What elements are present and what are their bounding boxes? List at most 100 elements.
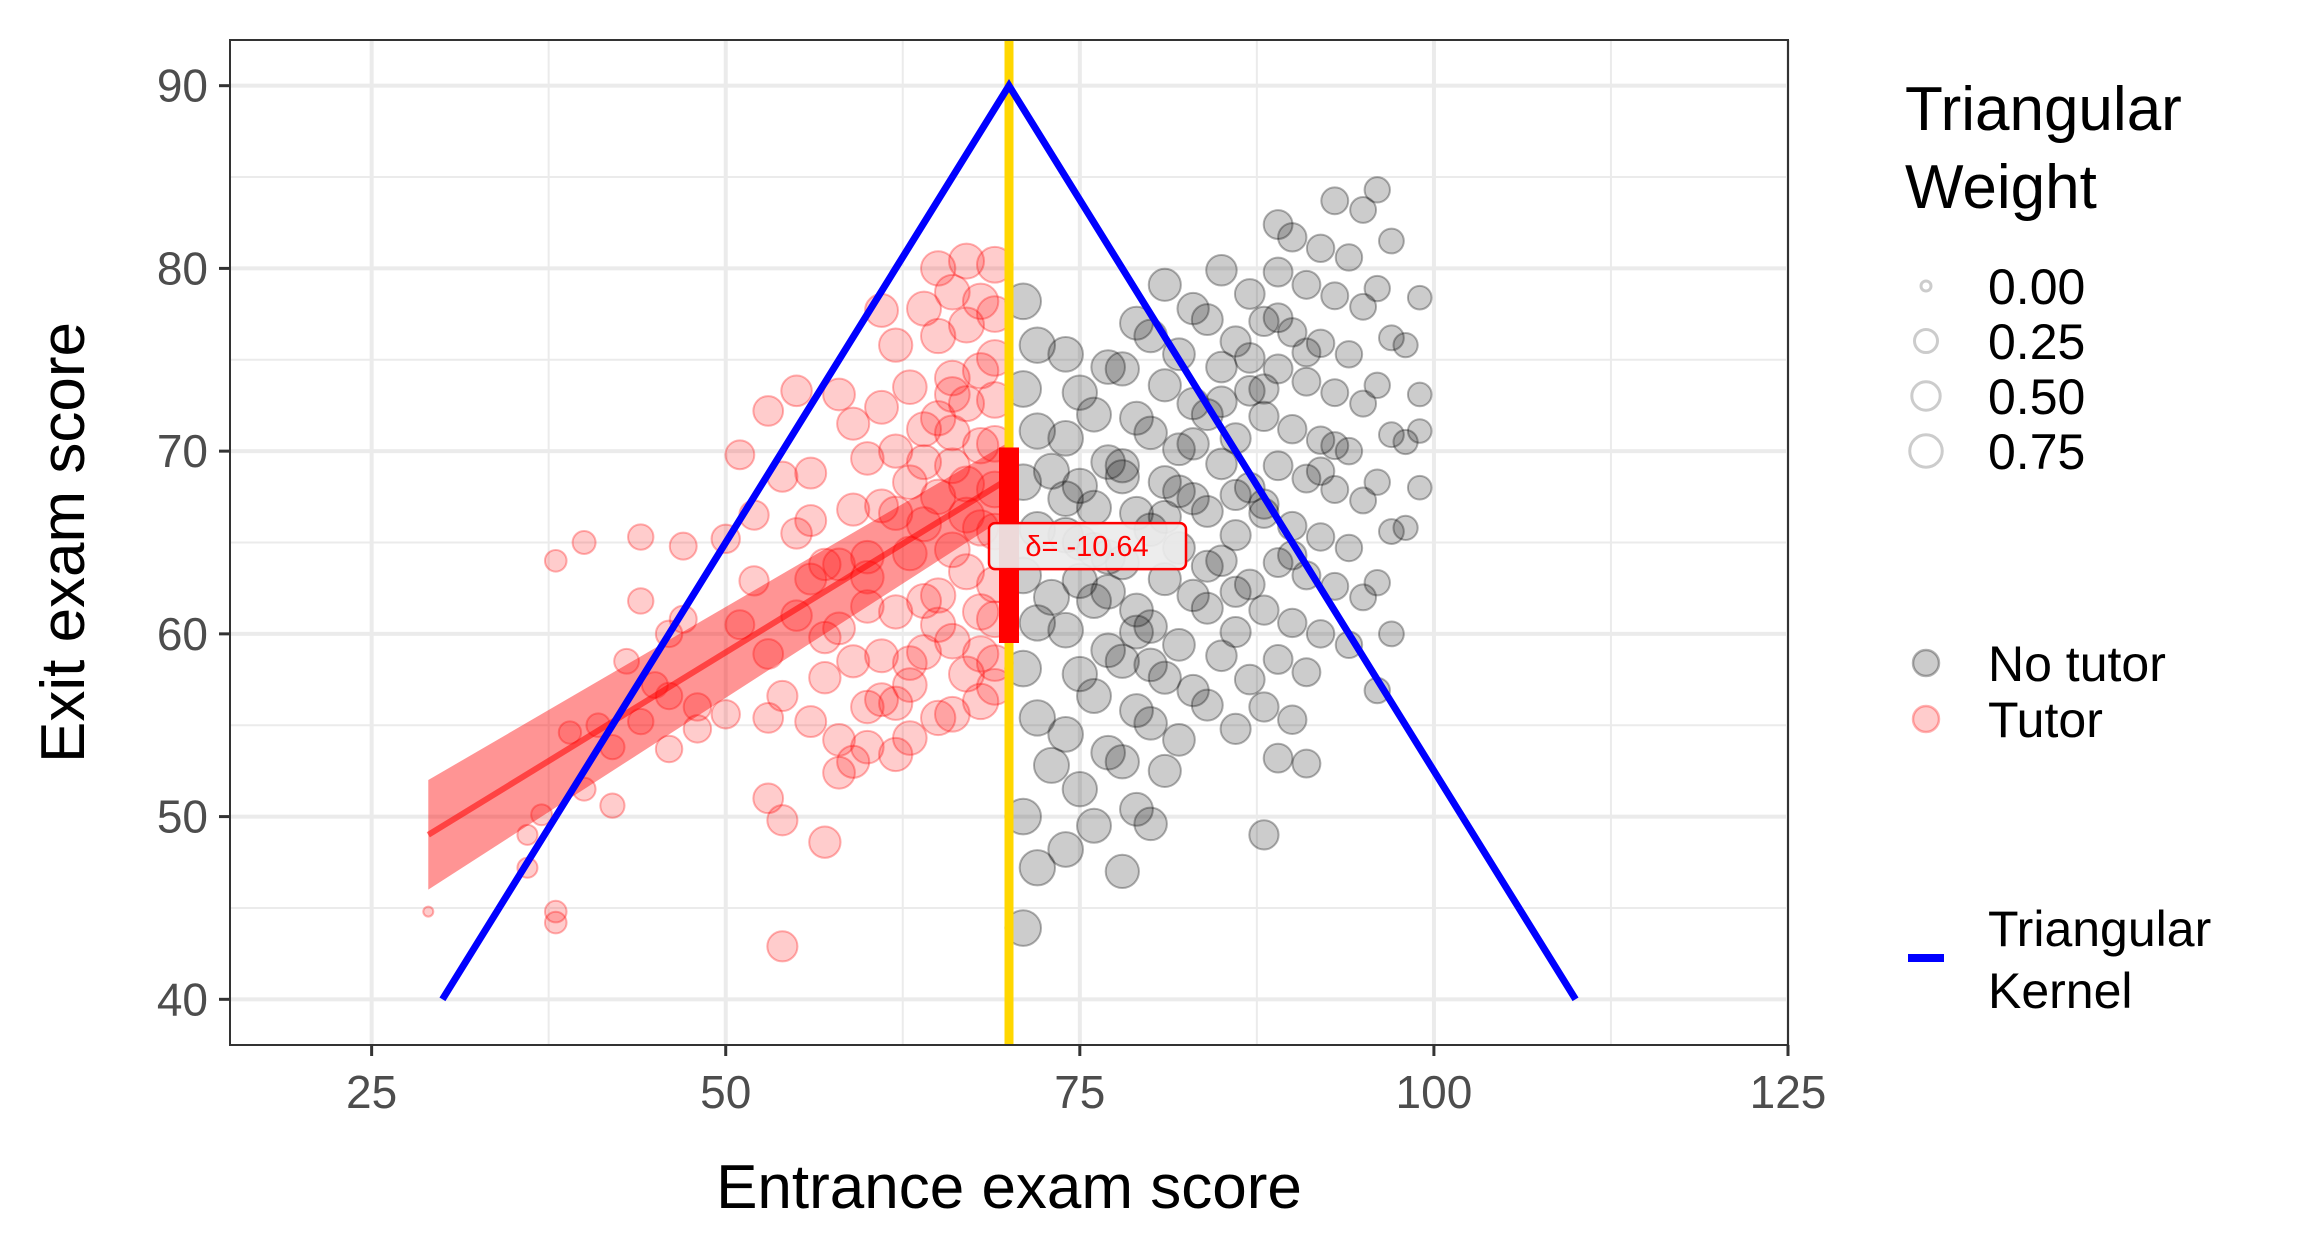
point-tutor	[822, 377, 856, 412]
x-tick-label: 75	[1054, 1066, 1105, 1118]
point-tutor	[934, 695, 971, 733]
point-no-tutor	[1219, 615, 1252, 649]
point-tutor	[571, 530, 597, 555]
point-no-tutor	[1047, 420, 1084, 457]
point-no-tutor	[1147, 660, 1182, 695]
point-tutor	[850, 539, 885, 575]
point-tutor	[822, 755, 856, 790]
point-no-tutor	[1032, 452, 1070, 490]
point-tutor	[962, 352, 1000, 390]
point-no-tutor	[1277, 704, 1308, 735]
point-no-tutor	[1133, 806, 1168, 842]
point-tutor	[613, 647, 640, 675]
point-no-tutor	[1248, 594, 1280, 626]
point-tutor	[850, 689, 885, 725]
point-no-tutor	[1104, 351, 1140, 387]
point-no-tutor	[1119, 614, 1154, 650]
point-tutor	[906, 506, 943, 543]
point-no-tutor	[1219, 575, 1252, 608]
point-tutor	[878, 685, 914, 721]
point-no-tutor	[1176, 673, 1210, 708]
point-tutor	[836, 644, 871, 679]
point-tutor	[948, 553, 986, 591]
point-tutor	[780, 517, 813, 550]
point-no-tutor	[1262, 209, 1294, 240]
point-no-tutor	[1262, 450, 1294, 482]
point-tutor	[920, 250, 957, 287]
point-tutor	[962, 426, 1000, 465]
point-tutor	[627, 707, 655, 736]
point-no-tutor	[1061, 655, 1098, 693]
point-tutor	[752, 782, 785, 815]
point-tutor	[822, 547, 856, 582]
point-no-tutor	[1334, 436, 1364, 466]
point-no-tutor	[1061, 467, 1098, 505]
point-no-tutor	[1291, 657, 1322, 688]
point-no-tutor	[1233, 663, 1266, 696]
point-no-tutor	[1018, 604, 1056, 642]
panel-border	[229, 39, 1789, 1046]
point-no-tutor	[1262, 256, 1294, 288]
point-no-tutor	[1334, 533, 1364, 563]
point-tutor	[878, 433, 914, 469]
legend-size-label: 0.75	[1988, 424, 2085, 480]
legend-size-label: 0.00	[1988, 259, 2085, 315]
point-no-tutor	[1305, 425, 1336, 455]
point-no-tutor	[1047, 716, 1084, 753]
y-tick-label: 40	[157, 973, 208, 1025]
effect-layer: δ= -10.64	[987, 447, 1188, 643]
point-no-tutor	[1190, 591, 1224, 625]
x-axis-title: Entrance exam score	[716, 1153, 1302, 1222]
point-tutor	[682, 714, 713, 744]
point-no-tutor	[1104, 643, 1140, 679]
point-no-tutor	[1248, 400, 1280, 433]
point-tutor	[836, 744, 871, 779]
point-tutor	[627, 587, 655, 615]
legend-size-title-line1: Triangular	[1905, 75, 2182, 144]
point-no-tutor	[1378, 518, 1405, 545]
point-no-tutor	[1320, 281, 1350, 311]
y-axis-title: Exit exam score	[29, 322, 98, 763]
point-no-tutor	[1363, 371, 1391, 400]
point-tutor	[766, 804, 799, 837]
point-tutor	[794, 504, 828, 538]
point-no-tutor	[1233, 278, 1266, 310]
point-tutor	[906, 444, 943, 481]
point-no-tutor	[1320, 431, 1350, 461]
point-no-tutor	[1334, 243, 1364, 272]
point-tutor	[822, 611, 856, 646]
y-tick-label: 50	[157, 791, 208, 843]
point-no-tutor	[1363, 176, 1391, 204]
point-no-tutor	[1248, 373, 1280, 405]
point-tutor	[906, 411, 943, 448]
point-tutor	[962, 282, 1000, 320]
point-no-tutor	[1018, 326, 1056, 364]
point-tutor	[934, 359, 971, 397]
point-tutor	[934, 414, 971, 452]
point-tutor	[752, 702, 785, 734]
kernel-line	[439, 79, 1579, 1002]
point-no-tutor	[1047, 335, 1084, 373]
point-no-tutor	[1406, 418, 1433, 444]
point-no-tutor	[1349, 583, 1378, 612]
point-tutor	[724, 439, 756, 471]
point-tutor	[906, 582, 943, 619]
point-tutor	[962, 682, 1000, 721]
point-no-tutor	[1162, 627, 1196, 662]
point-tutor	[794, 456, 828, 490]
point-no-tutor	[1104, 459, 1140, 495]
point-tutor	[878, 736, 914, 773]
axes-layer: 25 50 75 100 125 40 50 60 70 80 90 Entrance exam sc…	[29, 60, 1826, 1222]
point-no-tutor	[1406, 284, 1433, 311]
point-tutor	[682, 692, 713, 722]
point-no-tutor	[1291, 269, 1322, 300]
point-no-tutor	[1090, 349, 1126, 385]
point-tutor	[920, 577, 957, 614]
legend: Triangular Weight 0.000.250.500.75 No tutor…	[1905, 75, 2211, 1019]
legend-size-key	[1908, 433, 1944, 469]
point-no-tutor	[1291, 748, 1322, 779]
point-tutor	[557, 720, 583, 745]
point-tutor	[892, 720, 928, 756]
fit-layer	[426, 442, 1011, 890]
